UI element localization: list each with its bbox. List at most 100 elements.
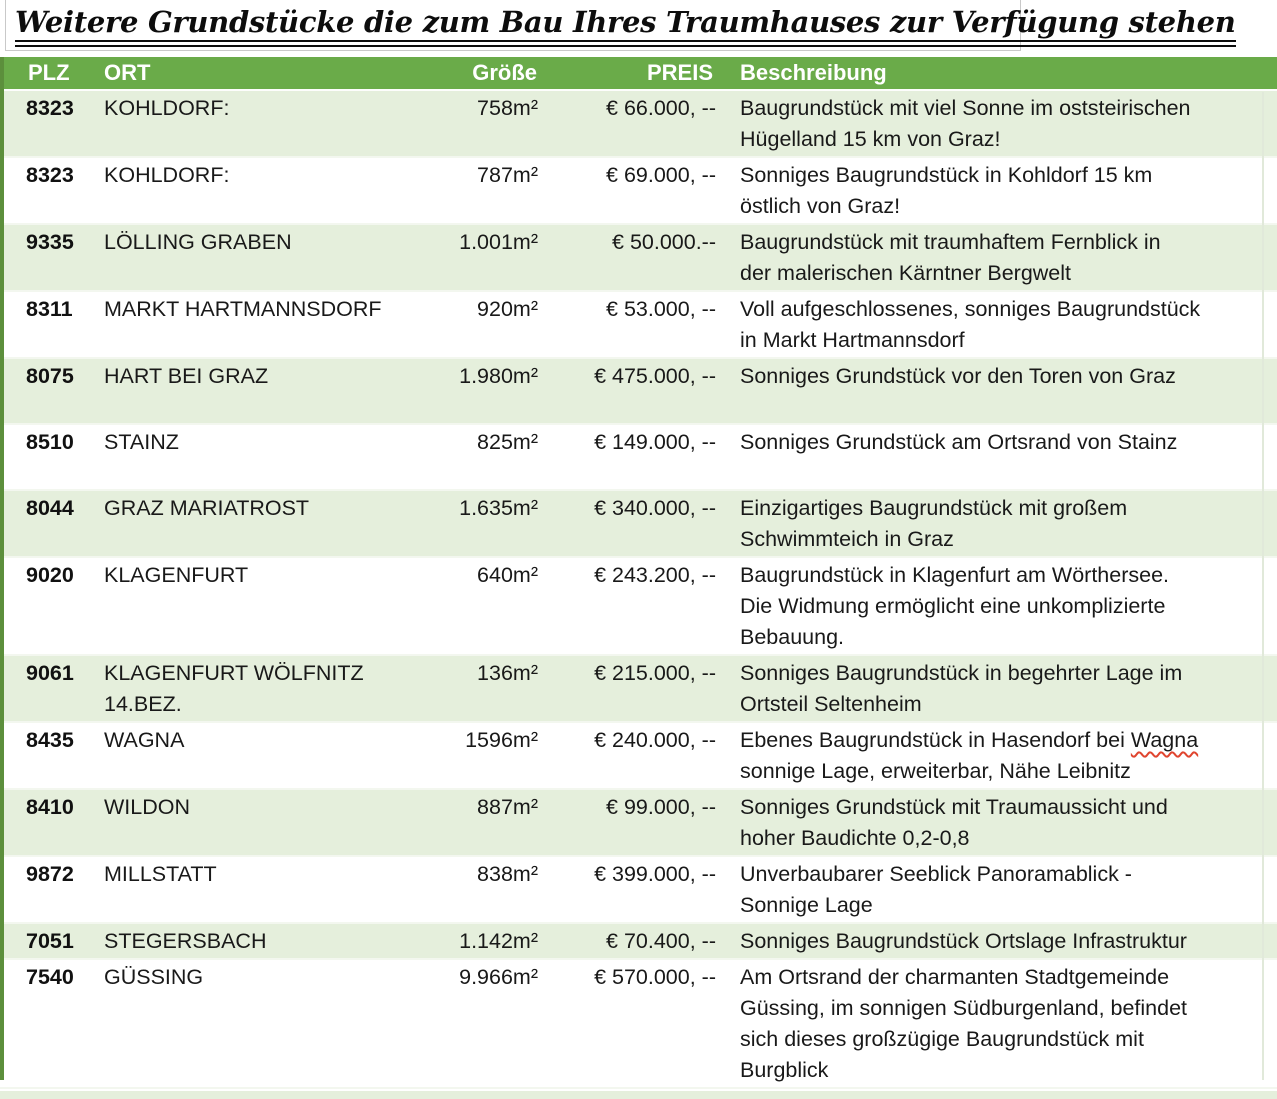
cell-plz: 8323: [26, 96, 74, 120]
cell-preis: € 99.000, --: [606, 795, 716, 819]
cell-preis: € 69.000, --: [606, 163, 716, 187]
cell-plz: 8510: [26, 430, 74, 454]
cell-ort: KOHLDORF:: [104, 96, 230, 120]
table-row: 7051 STEGERSBACH 1.142m² € 70.400, -- Sonnig…: [0, 923, 1277, 959]
table-body: 8323 KOHLDORF: 758m² € 66.000, -- Baugrundst…: [0, 90, 1277, 1088]
cell-preis: € 70.400, --: [606, 929, 716, 953]
cell-ort: KLAGENFURT: [104, 563, 249, 587]
column-header-beschreibung: Beschreibung: [721, 57, 1277, 91]
cell-beschreibung: Sonniges Baugrundstück Ortslage Infrastr…: [740, 929, 1187, 953]
cell-plz: 8075: [26, 364, 74, 388]
table-row: 7540 GÜSSING 9.966m² € 570.000, -- Am Ortsra…: [0, 959, 1277, 1088]
table-row: 8410 WILDON 887m² € 99.000, -- Sonniges Grun…: [0, 789, 1277, 856]
cell-preis: € 243.200, --: [594, 563, 716, 587]
listings-table-area: PLZ ORT Größe PREIS Beschreibung 8323 KOH…: [0, 57, 1277, 1099]
cell-groesse: 758m²: [477, 96, 538, 120]
cell-groesse: 136m²: [477, 661, 538, 685]
cell-groesse: 1.142m²: [459, 929, 538, 953]
table-row: 9020 KLAGENFURT 640m² € 243.200, -- Baugrund…: [0, 557, 1277, 655]
cell-plz: 8435: [26, 728, 74, 752]
spellcheck-word: Wagna: [1130, 728, 1199, 752]
cell-plz: 8311: [26, 297, 73, 321]
cell-groesse: 787m²: [477, 163, 538, 187]
cell-ort: WILDON: [104, 795, 190, 819]
cell-beschreibung: Sonniges Baugrundstück in Kohldorf 15 km…: [740, 163, 1153, 218]
cell-groesse: 825m²: [477, 430, 538, 454]
cell-groesse: 1596m²: [465, 728, 538, 752]
cell-preis: € 399.000, --: [594, 862, 716, 886]
listings-table: PLZ ORT Größe PREIS Beschreibung 8323 KOH…: [0, 57, 1277, 1089]
table-row: 8323 KOHLDORF: 787m² € 69.000, -- Sonniges B…: [0, 157, 1277, 224]
table-row: 8044 GRAZ MARIATROST 1.635m² € 340.000, -- E…: [0, 490, 1277, 557]
cell-preis: € 475.000, --: [594, 364, 716, 388]
cell-groesse: 1.635m²: [459, 496, 538, 520]
cell-preis: € 240.000, --: [594, 728, 716, 752]
cell-beschreibung: Sonniges Grundstück am Ortsrand von Stai…: [740, 430, 1178, 454]
column-header-preis: PREIS: [543, 57, 721, 91]
cell-plz: 9020: [26, 563, 74, 587]
cell-ort: HART BEI GRAZ: [104, 364, 269, 388]
table-row: 8435 WAGNA 1596m² € 240.000, -- Ebenes Baugr…: [0, 722, 1277, 789]
document-title: Weitere Grundstücke die zum Bau Ihres Tr…: [15, 5, 1236, 47]
cell-beschreibung: Baugrundstück in Klagenfurt am Wörtherse…: [740, 563, 1170, 649]
table-row: 8510 STAINZ 825m² € 149.000, -- Sonniges Gru…: [0, 424, 1277, 490]
cell-ort: MARKT HARTMANNSDORF: [104, 297, 382, 321]
cell-groesse: 887m²: [477, 795, 538, 819]
cell-beschreibung: Unverbaubarer Seeblick Panoramablick - So…: [740, 862, 1132, 917]
cell-ort: MILLSTATT: [104, 862, 217, 886]
cell-ort: GÜSSING: [104, 965, 204, 989]
cell-beschreibung: Voll aufgeschlossenes, sonniges Baugrund…: [740, 297, 1201, 352]
cell-beschreibung: Sonniges Baugrundstück in begehrter Lage…: [740, 661, 1183, 716]
cell-beschreibung: Baugrundstück mit traumhaftem Fernblick …: [740, 230, 1161, 285]
cell-preis: € 215.000, --: [594, 661, 716, 685]
cell-groesse: 1.980m²: [459, 364, 538, 388]
cell-ort: LÖLLING GRABEN: [104, 230, 292, 254]
cell-beschreibung: Einzigartiges Baugrundstück mit großem Sc…: [740, 496, 1128, 551]
cell-preis: € 340.000, --: [594, 496, 716, 520]
cell-preis: € 149.000, --: [594, 430, 716, 454]
column-header-plz: PLZ: [0, 57, 88, 91]
cell-beschreibung: Ebenes Baugrundstück in Hasendorf bei Wa…: [740, 728, 1199, 783]
cell-groesse: 1.001m²: [459, 230, 538, 254]
cell-beschreibung: Baugrundstück mit viel Sonne im oststeir…: [740, 96, 1191, 151]
column-header-ort: ORT: [88, 57, 418, 91]
table-row: 9872 MILLSTATT 838m² € 399.000, -- Unverbaub…: [0, 856, 1277, 923]
column-header-groesse: Größe: [418, 57, 543, 91]
cell-plz: 8044: [26, 496, 74, 520]
cell-groesse: 640m²: [477, 563, 538, 587]
table-row: 8075 HART BEI GRAZ 1.980m² € 475.000, -- Son…: [0, 358, 1277, 424]
cell-ort: STEGERSBACH: [104, 929, 267, 953]
table-left-edge: [0, 57, 4, 1080]
cell-groesse: 9.966m²: [459, 965, 538, 989]
cell-preis: € 570.000, --: [594, 965, 716, 989]
cell-ort: STAINZ: [104, 430, 179, 454]
document-title-box: Weitere Grundstücke die zum Bau Ihres Tr…: [5, 0, 1236, 51]
cell-preis: € 66.000, --: [606, 96, 716, 120]
cell-plz: 8410: [26, 795, 74, 819]
next-row-partial-strip: [0, 1089, 1277, 1099]
cell-beschreibung: Am Ortsrand der charmanten Stadtgemeinde…: [740, 965, 1188, 1082]
cell-plz: 9061: [26, 661, 74, 685]
table-header-row: PLZ ORT Größe PREIS Beschreibung: [0, 57, 1277, 91]
table-right-edge: [1262, 92, 1264, 1080]
cell-ort: KLAGENFURT WÖLFNITZ 14.BEZ.: [104, 661, 364, 716]
cell-beschreibung: Sonniges Grundstück mit Traumaussicht un…: [740, 795, 1168, 850]
cell-ort: GRAZ MARIATROST: [104, 496, 310, 520]
cell-groesse: 920m²: [477, 297, 538, 321]
table-row: 9061 KLAGENFURT WÖLFNITZ 14.BEZ. 136m² € 215…: [0, 655, 1277, 722]
cell-ort: KOHLDORF:: [104, 163, 230, 187]
cell-preis: € 53.000, --: [606, 297, 716, 321]
cell-plz: 8323: [26, 163, 74, 187]
table-row: 8323 KOHLDORF: 758m² € 66.000, -- Baugrundst…: [0, 90, 1277, 157]
cell-beschreibung: Sonniges Grundstück vor den Toren von Gr…: [740, 364, 1176, 388]
cell-groesse: 838m²: [477, 862, 538, 886]
cell-plz: 7540: [26, 965, 74, 989]
cell-preis: € 50.000.--: [612, 230, 716, 254]
cell-ort: WAGNA: [104, 728, 185, 752]
cell-plz: 9872: [26, 862, 74, 886]
table-row: 9335 LÖLLING GRABEN 1.001m² € 50.000.-- Baug…: [0, 224, 1277, 291]
cell-plz: 7051: [26, 929, 74, 953]
table-row: 8311 MARKT HARTMANNSDORF 920m² € 53.000, --…: [0, 291, 1277, 358]
cell-plz: 9335: [26, 230, 74, 254]
